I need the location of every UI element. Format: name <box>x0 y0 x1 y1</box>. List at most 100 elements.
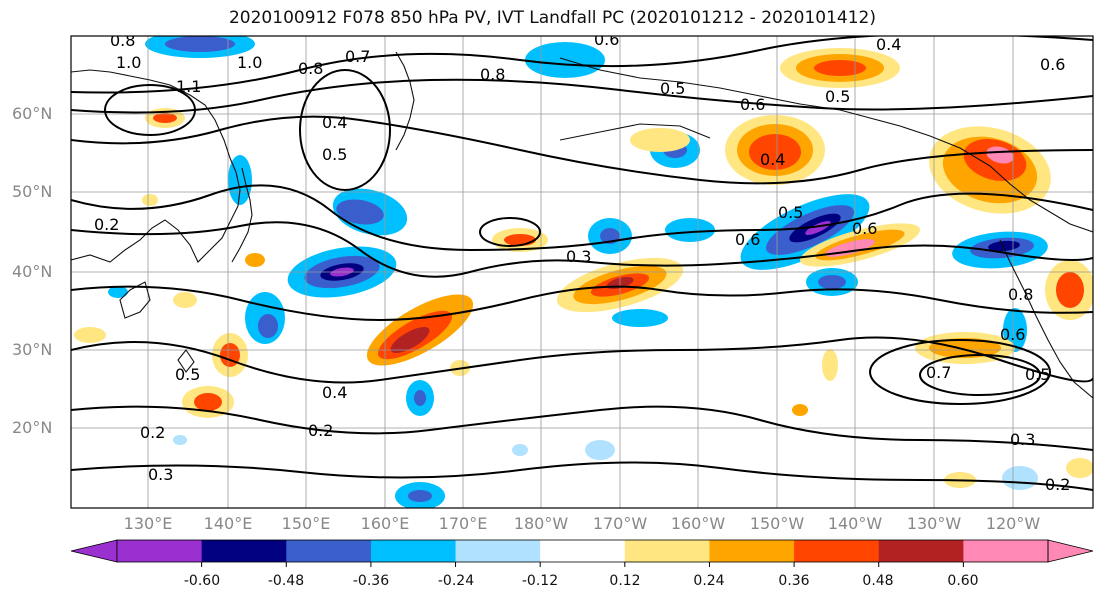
contour-label: 1.1 <box>176 77 201 96</box>
anomaly-blob <box>173 435 187 445</box>
anomaly-blob <box>173 292 197 308</box>
lat-label-20n: 20°N <box>12 418 53 437</box>
lon-label-140w: 140°W <box>827 514 883 533</box>
lon-label-150e: 150°E <box>281 514 331 533</box>
contour-label: 0.2 <box>140 423 165 442</box>
contour-label: 1.0 <box>237 53 262 72</box>
colorbar-segment <box>878 540 964 562</box>
contour-label: 0.6 <box>740 95 765 114</box>
anomaly-blob <box>612 309 668 327</box>
graticule <box>71 36 1093 508</box>
anomaly-blob <box>630 128 690 152</box>
lon-label-120w: 120°W <box>985 514 1041 533</box>
lon-label-160e: 160°E <box>360 514 410 533</box>
anomaly-blob <box>585 440 615 460</box>
contour-label: 0.8 <box>298 59 323 78</box>
contour-label: 0.8 <box>480 65 505 84</box>
map-frame <box>70 35 1094 509</box>
anomaly-blob <box>153 113 177 123</box>
colorbar-segment <box>794 540 880 562</box>
contour-label: 0.2 <box>308 421 333 440</box>
anomaly-blob <box>245 253 265 267</box>
lon-label-170e: 170°E <box>438 514 488 533</box>
lon-label-130w: 130°W <box>906 514 962 533</box>
anomaly-blob <box>818 275 846 289</box>
colorbar-extend-high <box>1047 539 1094 563</box>
contour-label: 0.7 <box>345 47 370 66</box>
anomaly-blob <box>390 327 430 353</box>
contour-label: 0.6 <box>735 230 760 249</box>
anomaly-blob <box>749 134 801 170</box>
contour-label: 0.6 <box>594 30 619 49</box>
contour-label: 0.8 <box>110 31 135 50</box>
contour-label: 0.6 <box>1040 55 1065 74</box>
anomaly-blob <box>929 338 1001 358</box>
lon-label-140e: 140°E <box>203 514 253 533</box>
anomaly-blob <box>108 286 128 298</box>
contour-label: 0.4 <box>322 383 347 402</box>
contour-label: 1.0 <box>116 53 141 72</box>
anomaly-blob <box>822 349 838 381</box>
anomaly-blob <box>408 490 432 502</box>
colorbar-tick-label: 0.36 <box>778 573 810 589</box>
anomaly-blob <box>165 36 235 52</box>
colorbar-tick-label: -0.36 <box>352 573 390 589</box>
colorbar-tick-label: 0.60 <box>947 573 979 589</box>
lat-label-60n: 60°N <box>12 104 53 123</box>
lon-label-160w: 160°W <box>670 514 726 533</box>
anomaly-blob <box>665 218 715 242</box>
colorbar <box>70 539 1094 567</box>
contour-label: 0.3 <box>566 247 591 266</box>
colorbar-segment <box>117 540 203 562</box>
anomaly-blob <box>1056 272 1084 308</box>
anomaly-blob <box>504 234 536 246</box>
contour-label: 0.8 <box>1008 285 1033 304</box>
contour-label: 0.4 <box>876 35 901 54</box>
colorbar-segment <box>709 540 795 562</box>
anomaly-blob <box>258 314 278 338</box>
anomaly-blob <box>194 393 222 411</box>
colorbar-segment <box>286 540 372 562</box>
lat-label-30n: 30°N <box>12 340 53 359</box>
anomaly-blob <box>792 404 808 416</box>
contour-label: 0.7 <box>926 363 951 382</box>
colorbar-tick-label: 0.12 <box>609 573 641 589</box>
contour-label: 0.5 <box>175 365 200 384</box>
lon-label-150w: 150°W <box>749 514 805 533</box>
contour-label: 0.5 <box>322 145 347 164</box>
lon-label-130e: 130°E <box>123 514 173 533</box>
lon-label-180w: 180°W <box>513 514 569 533</box>
colorbar-tick-label: -0.24 <box>437 573 475 589</box>
colorbar-tick-label: -0.12 <box>521 573 559 589</box>
contour-label: 0.5 <box>778 203 803 222</box>
anomaly-blob <box>74 327 106 343</box>
contour-label: 0.2 <box>1045 475 1070 494</box>
contour-labels: 0.8 1.0 1.0 1.1 0.8 0.7 0.8 0.6 0.5 0.4 0.5 0.4 0.6 0… <box>94 30 1070 494</box>
lat-label-40n: 40°N <box>12 262 53 281</box>
anomaly-blob <box>414 390 426 406</box>
colorbar-segment <box>624 540 710 562</box>
colorbar-tick-label: 0.24 <box>693 573 725 589</box>
contour-label: 0.5 <box>825 87 850 106</box>
anomaly-blob <box>814 60 866 76</box>
lon-label-170w: 170°W <box>592 514 648 533</box>
colorbar-tick-label: 0.48 <box>862 573 894 589</box>
anomaly-blob <box>988 240 1020 252</box>
contour-label: 0.5 <box>660 79 685 98</box>
contour-label: 0.5 <box>1025 365 1050 384</box>
colorbar-tick-label: -0.48 <box>267 573 305 589</box>
anomaly-blob <box>142 194 158 206</box>
colorbar-tick-label: -0.60 <box>183 573 221 589</box>
lat-label-50n: 50°N <box>12 182 53 201</box>
contour-label: 0.6 <box>1000 325 1025 344</box>
contour-label: 0.4 <box>760 150 785 169</box>
contour-label: 0.3 <box>1010 430 1035 449</box>
colorbar-segment <box>540 540 626 562</box>
map-title: 2020100912 F078 850 hPa PV, IVT Landfall… <box>228 8 876 28</box>
anomaly-blob <box>512 444 528 456</box>
ivt-contours <box>71 36 1093 491</box>
contour-label: 0.3 <box>148 465 173 484</box>
colorbar-segment <box>455 540 541 562</box>
contour-label: 0.6 <box>852 219 877 238</box>
